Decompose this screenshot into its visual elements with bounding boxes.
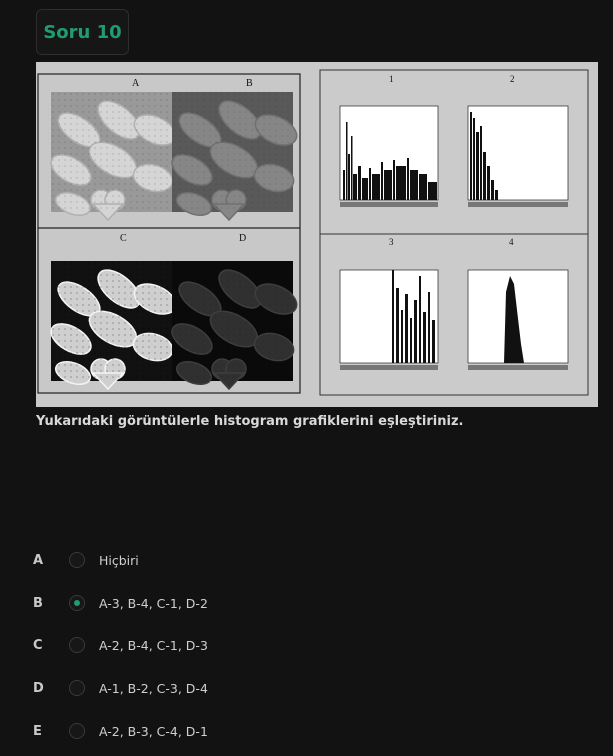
- histogram-1: [339, 105, 439, 207]
- option-b[interactable]: B A-3, B-4, C-1, D-2: [33, 591, 208, 615]
- histogram-matching-figure: A B C D 1 2 3: [37, 69, 589, 396]
- image-label-c: C: [120, 233, 127, 244]
- option-e[interactable]: E A-2, B-3, C-4, D-1: [33, 719, 208, 743]
- option-text: A-2, B-3, C-4, D-1: [99, 723, 208, 739]
- radio-button[interactable]: [69, 723, 85, 739]
- option-letter: A: [33, 552, 44, 568]
- question-text: Yukarıdaki görüntülerle histogram grafik…: [36, 414, 464, 429]
- histogram-3: [339, 269, 439, 370]
- histogram-label-1: 1: [389, 74, 394, 84]
- option-text: A-1, B-2, C-3, D-4: [99, 680, 208, 696]
- question-number-badge: Soru 10: [36, 9, 129, 55]
- option-letter: D: [33, 680, 44, 696]
- image-a: [45, 92, 182, 221]
- option-letter: C: [33, 637, 43, 653]
- option-letter: B: [33, 595, 43, 611]
- radio-button[interactable]: [69, 552, 85, 568]
- histogram-2: [467, 105, 569, 207]
- histogram-4: [467, 269, 569, 370]
- option-letter: E: [33, 723, 42, 739]
- option-c[interactable]: C A-2, B-4, C-1, D-3: [33, 633, 208, 657]
- question-number: Soru 10: [43, 21, 122, 43]
- image-b: [166, 92, 303, 221]
- question-figure: A B C D 1 2 3: [36, 62, 598, 407]
- histogram-label-3: 3: [389, 237, 394, 247]
- image-label-b: B: [246, 78, 253, 89]
- option-text: A-2, B-4, C-1, D-3: [99, 637, 208, 653]
- histogram-label-4: 4: [509, 237, 514, 247]
- image-c: [45, 261, 182, 390]
- radio-button[interactable]: [69, 680, 85, 696]
- radio-button[interactable]: [69, 637, 85, 653]
- option-text: Hiçbiri: [99, 552, 139, 568]
- image-label-a: A: [132, 78, 140, 89]
- option-text: A-3, B-4, C-1, D-2: [99, 595, 208, 611]
- option-d[interactable]: D A-1, B-2, C-3, D-4: [33, 676, 208, 700]
- image-label-d: D: [239, 233, 246, 244]
- radio-button-selected[interactable]: [69, 595, 85, 611]
- image-d: [166, 261, 303, 390]
- option-a[interactable]: A Hiçbiri: [33, 548, 139, 572]
- histogram-label-2: 2: [510, 74, 515, 84]
